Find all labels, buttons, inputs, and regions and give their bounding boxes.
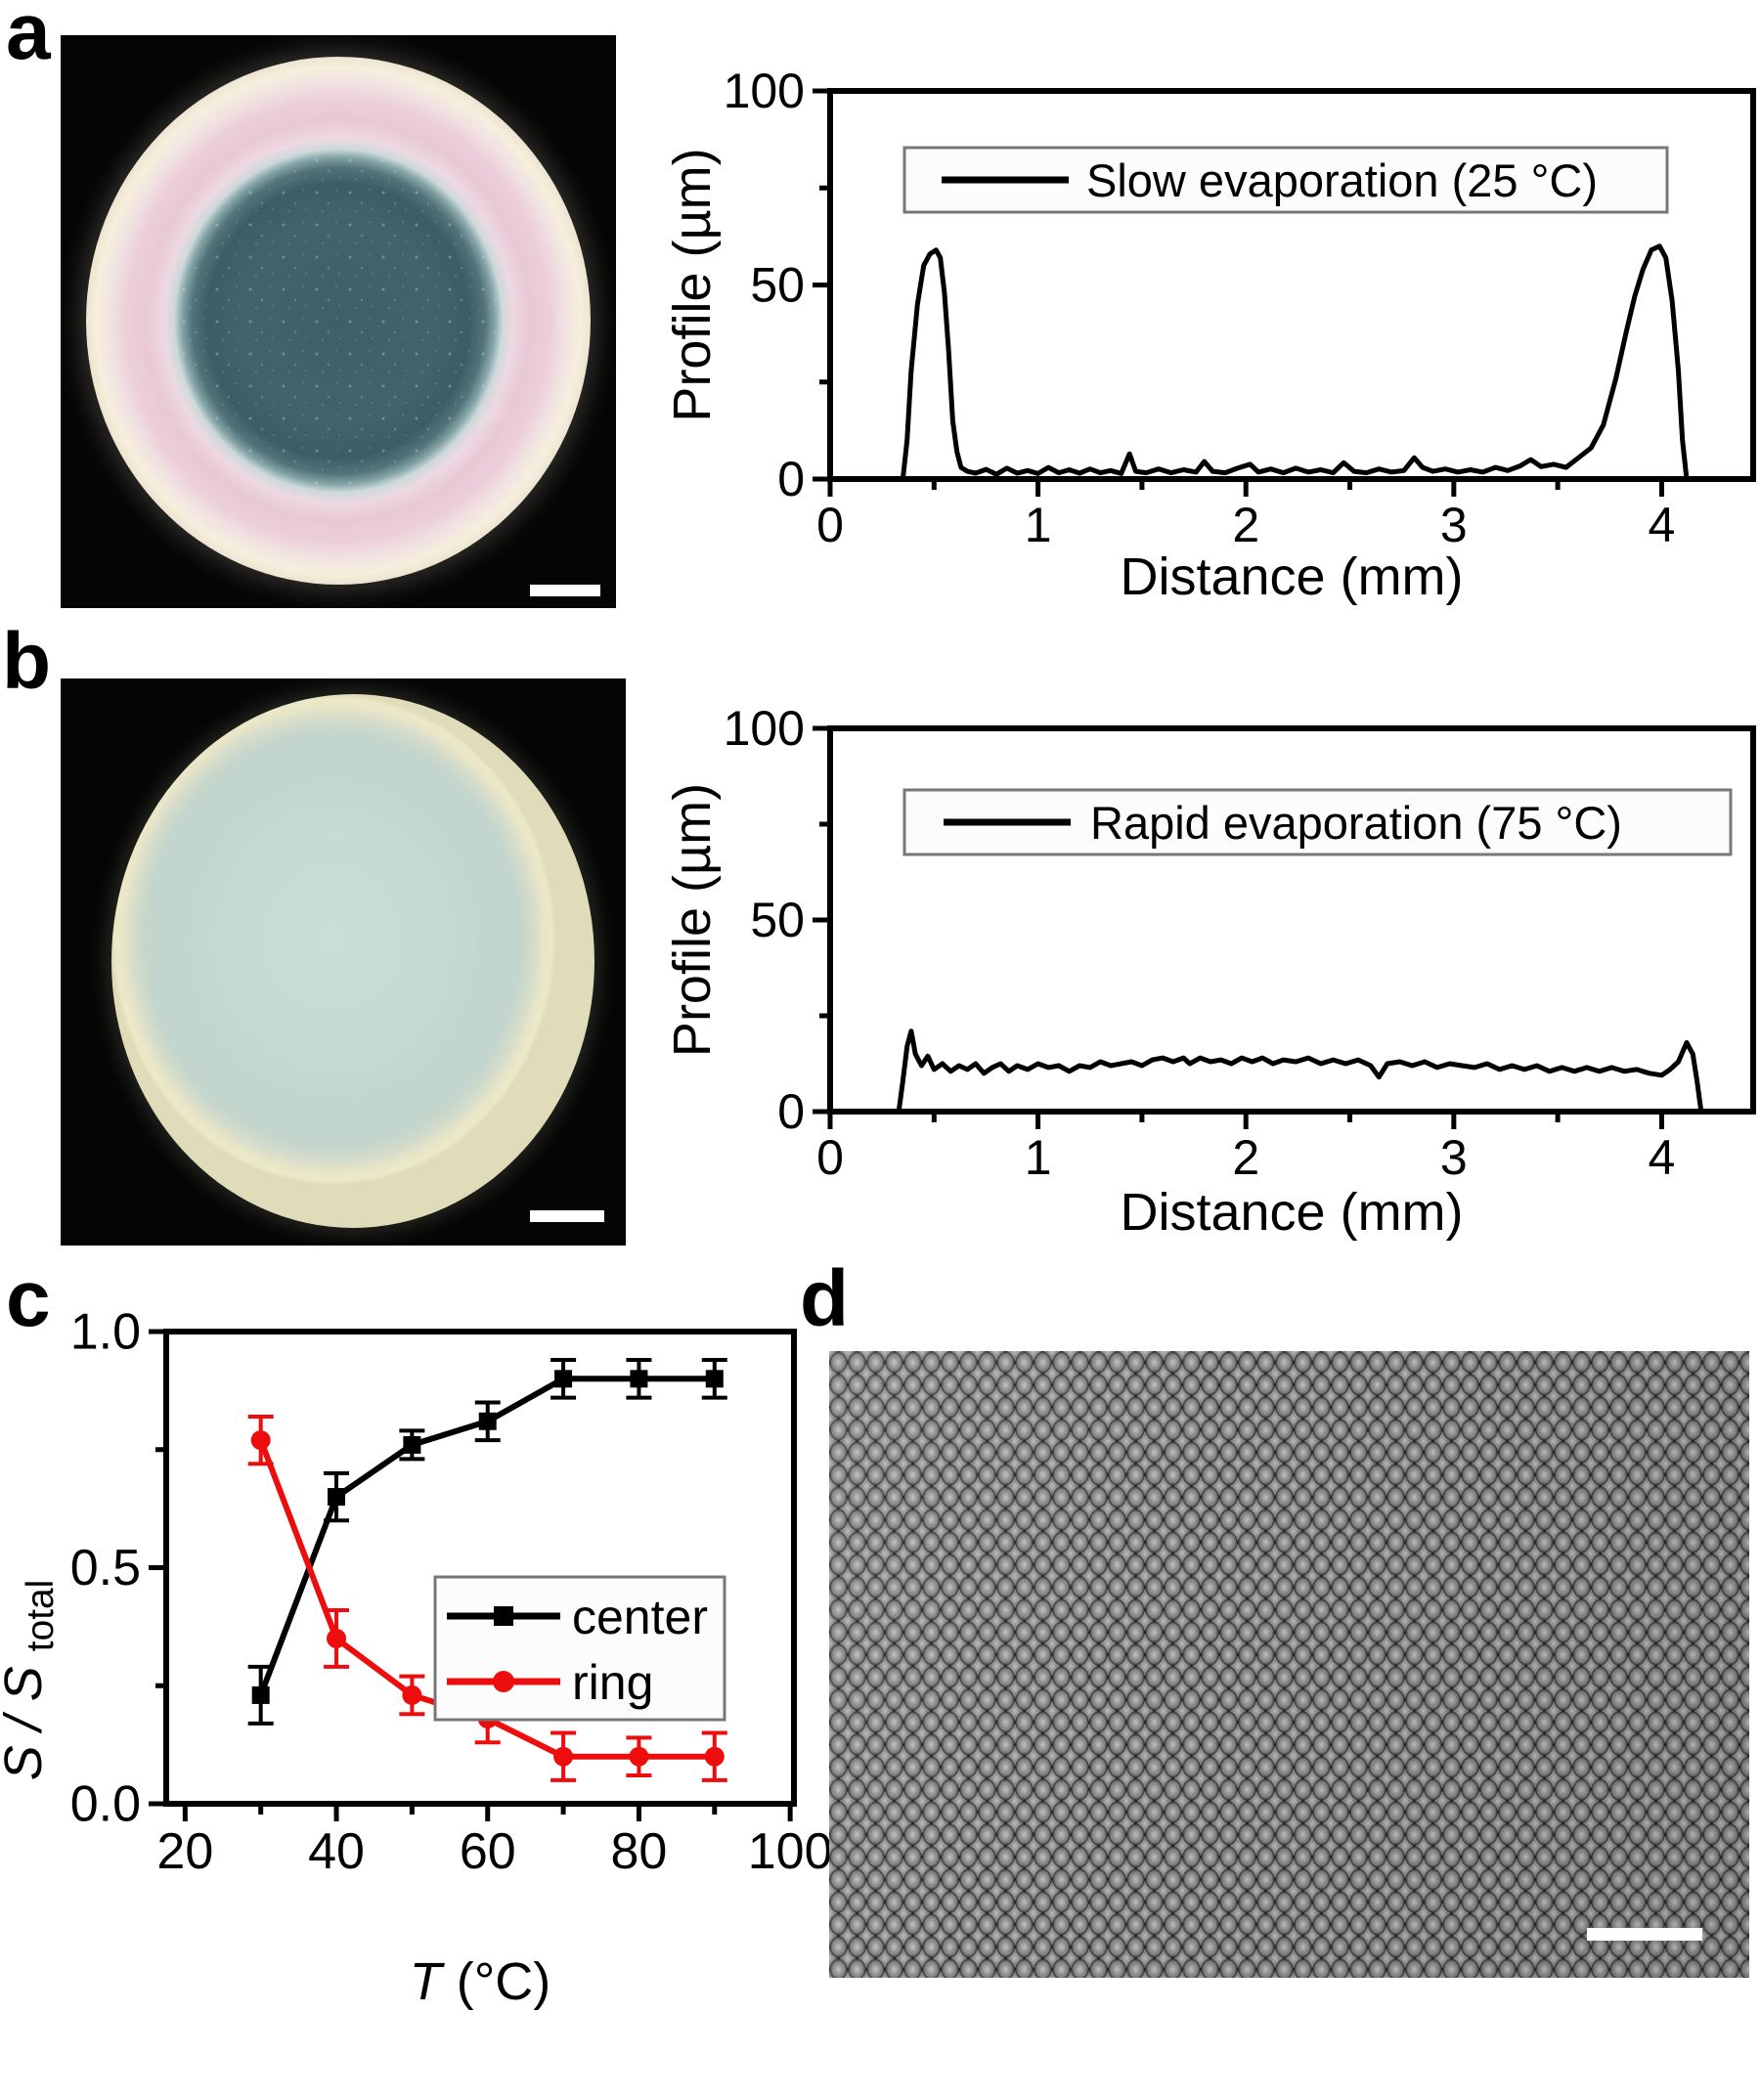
panel-label-d: d bbox=[800, 1254, 850, 1343]
y-tick-label: 0 bbox=[777, 1084, 805, 1139]
legend-box bbox=[433, 1575, 726, 1722]
x-axis: 0 1 2 3 4 bbox=[816, 1112, 1675, 1185]
x-tick-label: 2 bbox=[1232, 498, 1259, 552]
chart-profile-rapid-evaporation: 0 1 2 3 4 0 50 100 Distance (mm) Profile (µm) Rapi… bbox=[663, 701, 1756, 1242]
series-group bbox=[900, 243, 1690, 480]
uniform-deposit-droplet bbox=[111, 694, 594, 1228]
plot-frame bbox=[827, 725, 1756, 1115]
legend: center ring bbox=[433, 1575, 726, 1722]
x-tick-label: 40 bbox=[308, 1823, 365, 1880]
chart-area-fraction-vs-temperature: 20 40 60 80 100 0.0 0.5 1.0 T (°C) S / S total cen… bbox=[0, 1304, 833, 2011]
sem-brightness-gradient bbox=[829, 1351, 1749, 1978]
x-tick-label: 4 bbox=[1649, 498, 1676, 552]
coffee-ring-droplet bbox=[86, 57, 591, 585]
panel-label-c: c bbox=[6, 1254, 51, 1343]
y-tick-label: 100 bbox=[724, 64, 805, 118]
y-axis: 0 50 100 bbox=[724, 64, 830, 506]
y-axis-title: S / S total bbox=[0, 1580, 62, 1781]
x-axis: 0 1 2 3 4 bbox=[816, 479, 1675, 552]
x-axis-title: Distance (mm) bbox=[1120, 547, 1463, 606]
x-tick-label: 20 bbox=[156, 1823, 213, 1880]
scale-bar bbox=[1587, 1928, 1702, 1941]
y-axis: 0.0 0.5 1.0 bbox=[70, 1304, 166, 1833]
legend-label: Rapid evaporation (75 °C) bbox=[1090, 797, 1622, 849]
panel-label-a: a bbox=[6, 0, 51, 76]
droplet-center-texture bbox=[176, 152, 501, 490]
x-tick-label: 4 bbox=[1649, 1130, 1676, 1185]
x-tick-label: 100 bbox=[748, 1823, 833, 1880]
legend-label: Slow evaporation (25 °C) bbox=[1086, 154, 1598, 206]
legend: Slow evaporation (25 °C) bbox=[902, 146, 1669, 214]
legend: Rapid evaporation (75 °C) bbox=[902, 788, 1733, 856]
x-axis: 20 40 60 80 100 bbox=[156, 1804, 833, 1880]
legend-label: center bbox=[572, 1590, 708, 1644]
x-tick-label: 2 bbox=[1232, 1130, 1259, 1185]
legend-box bbox=[902, 788, 1733, 856]
panel-label-b: b bbox=[2, 617, 52, 706]
sem-image-colloidal-particles bbox=[829, 1351, 1749, 1978]
scale-bar bbox=[530, 1210, 604, 1222]
scale-bar bbox=[530, 585, 600, 596]
x-tick-label: 60 bbox=[460, 1823, 516, 1880]
optical-image-rapid-evaporation bbox=[61, 678, 626, 1246]
y-axis: 0 50 100 bbox=[724, 701, 830, 1139]
y-axis-title: Profile (µm) bbox=[663, 783, 722, 1057]
x-axis-title: Distance (mm) bbox=[1120, 1183, 1463, 1242]
chart-profile-slow-evaporation: 0 1 2 3 4 0 50 100 Distance (mm) Profile (µm) Slow… bbox=[663, 64, 1756, 606]
y-tick-label: 0.5 bbox=[70, 1540, 141, 1597]
y-axis-title: Profile (µm) bbox=[663, 148, 722, 421]
x-axis-title: T (°C) bbox=[410, 1952, 551, 2011]
series-group bbox=[896, 1028, 1704, 1113]
x-tick-label: 3 bbox=[1440, 1130, 1468, 1185]
legend-marker bbox=[493, 1671, 514, 1692]
y-tick-label: 1.0 bbox=[70, 1304, 141, 1361]
x-tick-label: 0 bbox=[816, 498, 844, 552]
y-tick-label: 50 bbox=[750, 893, 805, 947]
x-tick-label: 3 bbox=[1440, 498, 1468, 552]
y-tick-label: 0 bbox=[777, 452, 805, 506]
legend-marker bbox=[494, 1606, 513, 1626]
series-line-rapid-evaporation-75-c bbox=[896, 1028, 1704, 1113]
y-tick-label: 0.0 bbox=[70, 1776, 141, 1833]
x-tick-label: 0 bbox=[816, 1130, 844, 1185]
x-tick-label: 1 bbox=[1025, 1130, 1052, 1185]
markers-center bbox=[251, 1370, 724, 1704]
y-tick-label: 50 bbox=[750, 258, 805, 313]
y-tick-label: 100 bbox=[724, 701, 805, 756]
optical-image-slow-evaporation bbox=[61, 35, 616, 608]
legend-label: ring bbox=[572, 1655, 653, 1710]
x-tick-label: 1 bbox=[1025, 498, 1052, 552]
x-tick-label: 80 bbox=[611, 1823, 668, 1880]
series-line-slow-evaporation-25-c bbox=[900, 243, 1690, 480]
